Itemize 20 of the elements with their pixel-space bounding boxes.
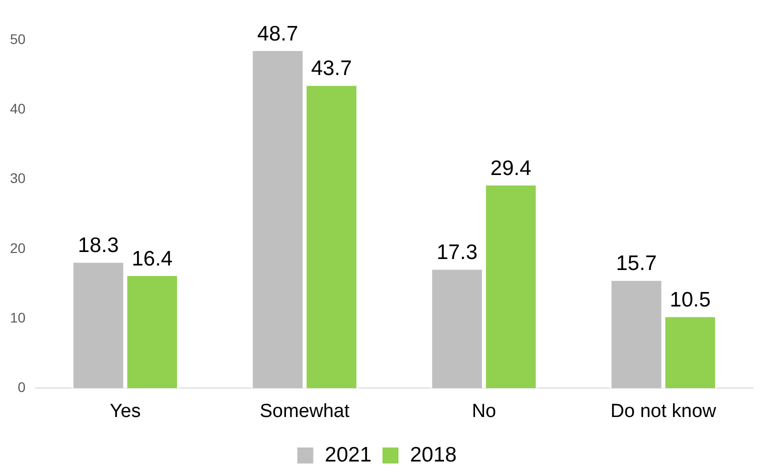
x-tick-label: Yes bbox=[110, 400, 141, 422]
x-tick-label: No bbox=[472, 400, 496, 422]
y-tick-label: 10 bbox=[10, 309, 26, 326]
y-tick-label: 30 bbox=[10, 170, 26, 186]
data-label: 17.3 bbox=[436, 241, 478, 264]
legend-label: 2021 bbox=[324, 443, 372, 466]
y-tick-label: 20 bbox=[10, 240, 26, 256]
data-label: 18.3 bbox=[78, 234, 119, 258]
x-tick-label: Somewhat bbox=[260, 400, 350, 422]
y-tick-label: 50 bbox=[10, 30, 26, 47]
y-tick-label: 0 bbox=[18, 379, 26, 396]
data-label: 48.7 bbox=[257, 22, 298, 46]
data-label: 29.4 bbox=[490, 156, 532, 180]
y-tick-label: 40 bbox=[10, 100, 26, 116]
data-label: 10.5 bbox=[670, 288, 711, 312]
data-label: 15.7 bbox=[616, 252, 657, 276]
x-tick-label: Do not know bbox=[610, 400, 716, 422]
data-label: 43.7 bbox=[311, 57, 352, 80]
legend-label: 2018 bbox=[410, 443, 457, 466]
data-label: 16.4 bbox=[132, 247, 173, 270]
